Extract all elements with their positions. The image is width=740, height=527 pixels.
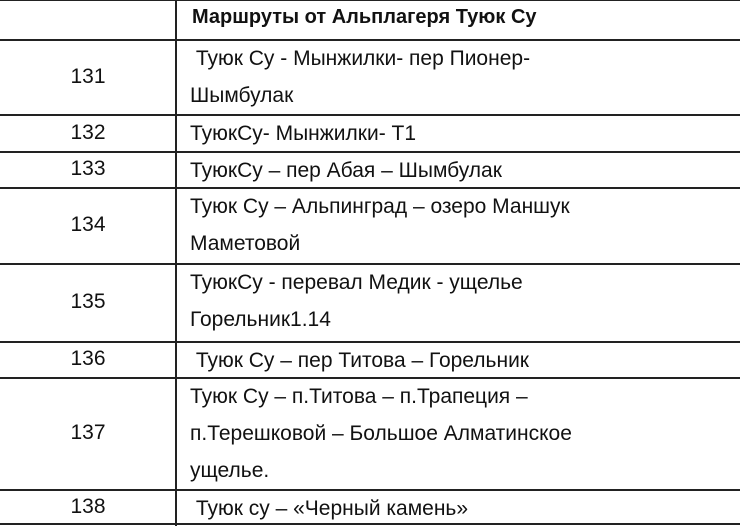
route-line: ТуюкСу – пер Абая – Шымбулак <box>190 159 502 182</box>
table-row: 137 Туюк Су – п.Титова – п.Трапеция – п.Те… <box>0 378 740 490</box>
route-description: Туюк Су - Мынжилки- пер Пионер- Шымбулак <box>190 40 530 114</box>
row-border <box>0 187 740 189</box>
route-line: Туюк Су – Альпинград – озеро Маншук <box>190 195 570 218</box>
route-number: 131 <box>70 64 106 88</box>
route-line: Туюк Су – п.Титова – п.Трапеция – <box>190 385 528 408</box>
header-row: Маршруты от Альплагеря Туюк Су <box>0 0 740 40</box>
route-number: 132 <box>70 120 106 144</box>
route-line: Туюк Су - Мынжилки- пер Пионер- <box>190 47 531 70</box>
route-number: 138 <box>70 495 106 518</box>
route-line: Горельник1.14 <box>190 308 331 331</box>
table-row: 133 ТуюкСу – пер Абая – Шымбулак <box>0 152 740 188</box>
table-row: 136 Туюк Су – пер Титова – Горельник <box>0 342 740 378</box>
route-description: Туюк Су – пер Титова – Горельник <box>190 342 529 379</box>
row-border <box>0 114 740 116</box>
row-border <box>0 341 740 343</box>
route-line: Туюк Су – пер Титова – Горельник <box>190 349 529 372</box>
route-description: Туюк Су – п.Титова – п.Трапеция – п.Тереш… <box>190 378 572 489</box>
row-border <box>0 489 740 491</box>
route-line: п.Терешковой – Большое Алматинское <box>190 422 572 445</box>
table-row: 135 ТуюкСу - перевал Медик - ущелье Горель… <box>0 264 740 342</box>
route-line: Шымбулак <box>190 84 294 107</box>
row-border <box>0 377 740 379</box>
table-row: 134 Туюк Су – Альпинград – озеро Маншук Ма… <box>0 188 740 264</box>
row-border <box>0 523 740 525</box>
route-description: ТуюкСу- Мынжилки- Т1 <box>190 115 416 152</box>
table-row: 132 ТуюкСу- Мынжилки- Т1 <box>0 115 740 152</box>
route-line: ТуюкСу - перевал Медик - ущелье <box>190 271 523 294</box>
route-line: Туюк су – «Черный камень» <box>190 497 469 520</box>
table-row: 131 Туюк Су - Мынжилки- пер Пионер- Шымбу… <box>0 40 740 115</box>
row-border <box>0 151 740 153</box>
route-line: ущелье. <box>190 459 270 482</box>
route-line: ТуюкСу- Мынжилки- Т1 <box>190 122 417 145</box>
row-border <box>0 263 740 265</box>
route-number: 137 <box>70 421 106 444</box>
table-row: 138 Туюк су – «Черный камень» <box>0 490 740 526</box>
route-description: Туюк Су – Альпинград – озеро Маншук Мамет… <box>190 188 570 262</box>
route-number: 134 <box>70 213 106 236</box>
route-description: ТуюкСу - перевал Медик - ущелье Горельник… <box>190 264 523 338</box>
route-number: 135 <box>70 290 106 313</box>
route-number: 133 <box>70 157 106 180</box>
row-border <box>0 0 740 1</box>
row-border <box>0 39 740 41</box>
route-line: Маметовой <box>190 232 301 255</box>
route-number: 136 <box>70 347 106 370</box>
table-header: Маршруты от Альплагеря Туюк Су <box>192 6 537 28</box>
route-description: ТуюкСу – пер Абая – Шымбулак <box>190 152 502 189</box>
route-description: Туюк су – «Черный камень» <box>190 490 468 527</box>
